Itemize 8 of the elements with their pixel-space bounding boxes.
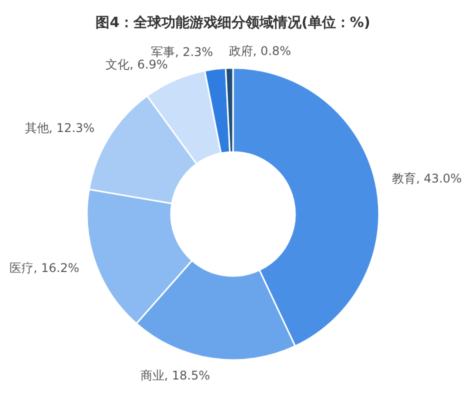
slice-label: 医疗, 16.2% [10, 261, 80, 276]
chart-title: 图4：全球功能游戏细分领域情况(单位：%) [96, 15, 370, 31]
slice-label: 军事, 2.3% [150, 45, 214, 60]
slice-label: 教育, 43.0% [392, 171, 462, 186]
slice-label: 文化, 6.9% [106, 58, 168, 72]
slice-label: 政府, 0.8% [228, 44, 292, 58]
slice-label: 商业, 18.5% [140, 368, 210, 382]
slice-label: 其他, 12.3% [24, 120, 95, 135]
